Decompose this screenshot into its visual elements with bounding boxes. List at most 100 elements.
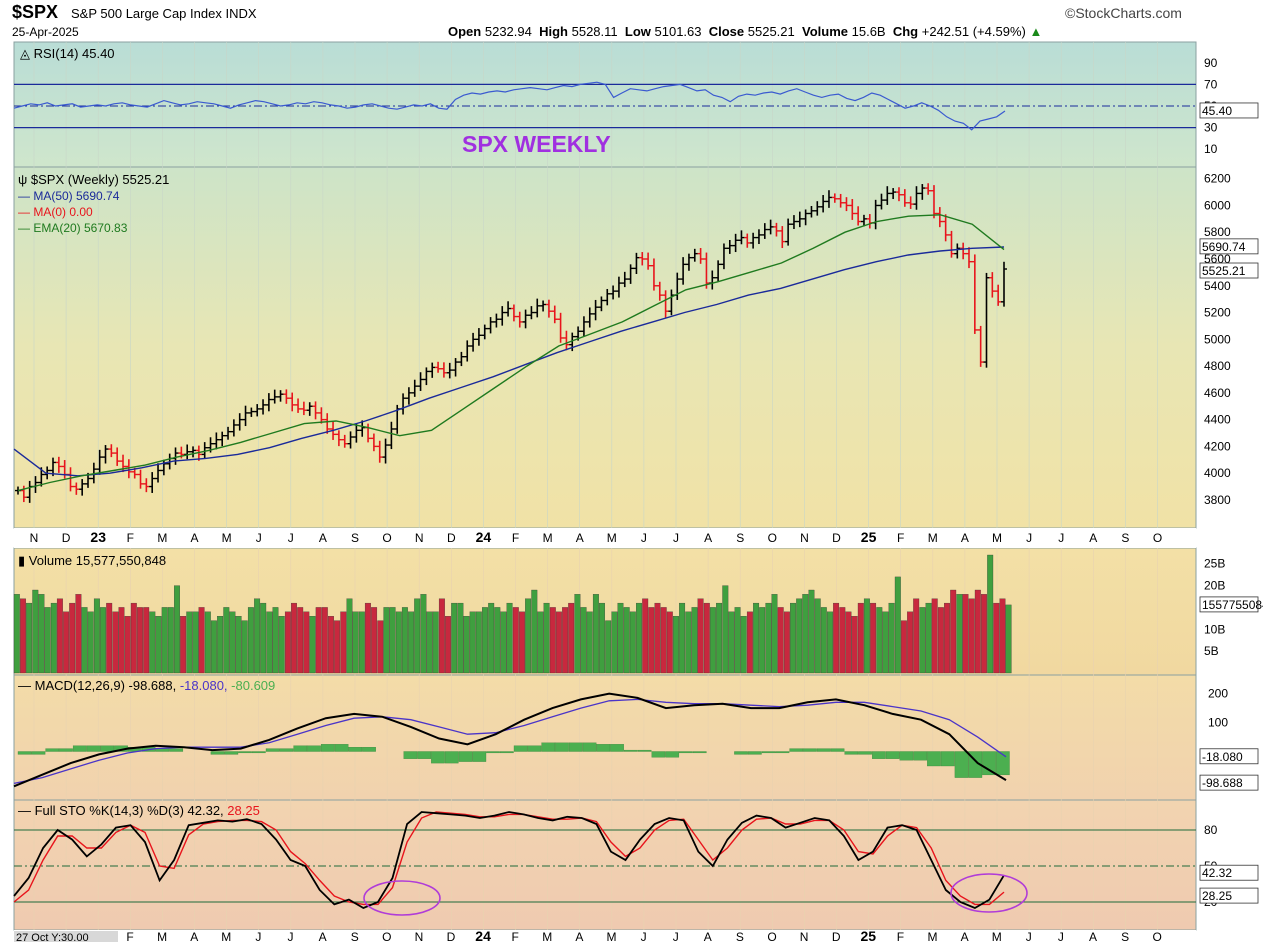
- volume-bar: [555, 611, 562, 674]
- volume-tick-label: 25B: [1204, 557, 1225, 571]
- x-tick-label: A: [961, 531, 969, 545]
- ma50-line: [13, 246, 1005, 477]
- volume-bar: [783, 611, 790, 674]
- price-bar: [790, 215, 797, 230]
- x-tick-label-bottom: N: [800, 930, 809, 942]
- sto-k-last-label-box: [1199, 864, 1259, 881]
- macd-histogram-bar: [252, 751, 266, 754]
- x-tick-label: D: [832, 531, 841, 545]
- volume-bar: [438, 598, 445, 674]
- price-bar: [954, 243, 961, 259]
- volume-bar: [475, 611, 482, 674]
- volume-bar: [987, 554, 994, 674]
- macd-histogram-bar: [775, 751, 790, 754]
- price-bar: [767, 219, 774, 235]
- volume-bar: [845, 611, 852, 674]
- price-bar: [890, 188, 897, 200]
- rsi-tick-label: 10: [1204, 142, 1218, 156]
- x-tick-label-bottom: S: [736, 930, 744, 942]
- price-bar: [545, 299, 552, 318]
- price-tick-label: 5200: [1204, 306, 1231, 320]
- macd-histogram-bar: [320, 744, 335, 752]
- x-tick-label: A: [190, 531, 198, 545]
- macd-histogram-bar: [307, 745, 321, 752]
- price-legend-0: ψ $SPX (Weekly) 5525.21: [18, 172, 169, 187]
- price-tick-label: 5000: [1204, 332, 1231, 346]
- macd-histogram-bar: [86, 745, 101, 752]
- chart-date: 25-Apr-2025: [12, 25, 79, 39]
- price-bar: [989, 272, 996, 298]
- volume-bar: [100, 607, 106, 674]
- x-tick-label: M: [222, 531, 232, 545]
- price-bar: [750, 232, 757, 249]
- price-bar: [592, 299, 599, 321]
- macd-histogram-bar: [789, 748, 804, 752]
- macd-histogram-bar: [582, 742, 597, 752]
- volume-bar: [106, 602, 113, 674]
- sto-legend: — Full STO %K(14,3) %D(3) 42.32, 28.25: [18, 803, 260, 818]
- ma50-last-label-box: [1199, 238, 1259, 255]
- volume-bar: [352, 611, 359, 674]
- volume-bar: [346, 598, 353, 674]
- volume-bar: [192, 611, 199, 674]
- x-tick-label-bottom: S: [351, 930, 359, 942]
- price-bar: [260, 399, 267, 415]
- volume-bar: [241, 620, 248, 674]
- volume-bar: [863, 598, 870, 674]
- price-bar: [50, 457, 57, 477]
- price-legend-1: — MA(50) 5690.74: [18, 189, 120, 203]
- volume-bar: [857, 602, 864, 674]
- volume-bar: [993, 602, 1000, 674]
- volume-bar: [432, 611, 439, 674]
- price-bar: [703, 252, 710, 289]
- rsi-legend: ◬ RSI(14) 45.40: [20, 46, 115, 61]
- ema20-line: [17, 214, 1005, 492]
- price-bar: [481, 324, 488, 340]
- x-tick-label: F: [512, 531, 519, 545]
- volume-bar: [87, 611, 94, 674]
- volume-bar: [703, 602, 710, 674]
- volume-bar: [913, 598, 920, 674]
- macd-legend-part: — MACD(12,26,9) -98.688,: [18, 678, 176, 693]
- macd-histogram-bar: [472, 751, 487, 762]
- macd-histogram-bar: [458, 751, 473, 762]
- x-tick-label-bottom: M: [992, 930, 1002, 942]
- volume-bar: [512, 607, 519, 674]
- volume-bar: [728, 611, 735, 674]
- price-bar: [242, 405, 249, 427]
- volume-bar: [709, 607, 716, 674]
- x-tick-label-bottom: S: [1121, 930, 1129, 942]
- volume-bar: [254, 598, 261, 674]
- volume-bar: [605, 620, 612, 674]
- volume-bar: [44, 607, 51, 674]
- price-bar: [604, 288, 611, 306]
- volume-bar: [506, 602, 513, 674]
- sto-legend-part: — Full STO %K(14,3) %D(3) 42.32,: [18, 803, 224, 818]
- price-bar: [452, 358, 459, 377]
- volume-bar: [38, 594, 45, 674]
- volume-bar: [494, 607, 501, 674]
- price-bar: [925, 183, 932, 195]
- price-bar: [680, 257, 687, 285]
- volume-bar: [340, 611, 347, 674]
- price-bar: [785, 218, 792, 246]
- price-bar: [114, 447, 121, 466]
- price-bar: [656, 281, 663, 301]
- price-bar: [160, 459, 167, 476]
- volume-bar: [315, 607, 322, 674]
- volume-bar: [69, 602, 76, 674]
- price-bar: [913, 186, 920, 210]
- x-tick-label: M: [992, 531, 1002, 545]
- price-bar: [948, 230, 955, 258]
- volume-bar: [389, 607, 396, 674]
- price-bar: [855, 206, 862, 226]
- volume-bar: [833, 602, 840, 674]
- brand-logo: ©StockCharts.com: [1065, 5, 1182, 21]
- volume-bar: [642, 598, 649, 674]
- price-bar: [295, 398, 302, 413]
- price-bar: [149, 472, 156, 493]
- volume-bar: [956, 594, 963, 674]
- macd-histogram-bar: [954, 751, 969, 778]
- price-bar: [335, 430, 342, 447]
- macd-histogram-bar: [362, 747, 376, 752]
